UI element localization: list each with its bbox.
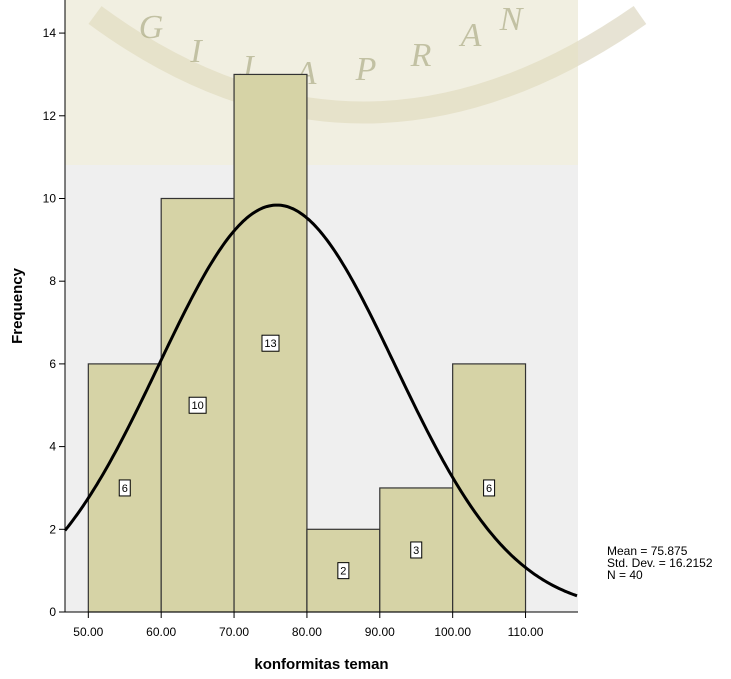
x-tick-label: 110.00	[508, 625, 544, 639]
watermark-band	[65, 0, 578, 165]
y-axis-title: Frequency	[9, 267, 26, 344]
x-tick-label: 60.00	[146, 625, 176, 639]
watermark-logo: GI J A P RA N	[65, 0, 647, 165]
axes: 0 2 4 6 8 10 12 14 50.00 60.00 70.00 80.00 90.00 100.…	[43, 0, 578, 639]
watermark-letter: N	[499, 1, 541, 38]
bar-label-box	[261, 334, 280, 352]
watermark-letter: P	[355, 51, 395, 88]
bar-label-text: 2	[340, 566, 346, 578]
watermark-letter: R	[410, 37, 450, 74]
x-tick-label: 80.00	[292, 625, 322, 639]
bar-label: 3	[410, 541, 423, 559]
normal-curve	[63, 203, 578, 598]
bar-label-box	[118, 479, 131, 497]
bar-label-text: 13	[264, 338, 276, 350]
bar-label-text: 10	[191, 400, 203, 412]
bar-label: 13	[261, 334, 280, 352]
bar-labels: 6 10 13 2 3 6	[118, 334, 496, 580]
x-tick-label: 50.00	[73, 625, 103, 639]
bar-label: 10	[188, 396, 207, 414]
bar-label-text: 6	[486, 483, 492, 495]
bar-label-box	[410, 541, 423, 559]
bar-label: 6	[118, 479, 131, 497]
x-tick-label: 90.00	[365, 625, 395, 639]
y-tick-label: 12	[43, 109, 57, 123]
y-tick-label: 4	[49, 440, 56, 454]
bar-label-text: 3	[413, 545, 419, 557]
y-tick-label: 0	[49, 605, 56, 619]
bar-label: 6	[483, 479, 496, 497]
watermark-letter: A	[459, 17, 500, 54]
y-tick-label: 2	[49, 522, 56, 536]
n-stat: N = 40	[607, 568, 643, 582]
bar-label-box	[337, 562, 350, 580]
watermark-letter: I	[189, 33, 219, 70]
summary-statistics: Mean = 75.875 Std. Dev. = 16.2152 N = 40	[607, 545, 713, 581]
y-tick-label: 8	[49, 274, 56, 288]
x-axis-title: konformitas teman	[254, 656, 388, 673]
bar-label-text: 6	[122, 483, 128, 495]
x-tick-label: 100.00	[434, 625, 471, 639]
mean-stat: Mean = 75.875	[607, 544, 688, 558]
x-tick-label: 70.00	[219, 625, 249, 639]
bar-label-box	[483, 479, 496, 497]
watermark-letter: G	[139, 9, 182, 46]
y-tick-label: 6	[49, 357, 56, 371]
bar-label-box	[188, 396, 207, 414]
y-tick-label: 14	[43, 26, 57, 40]
std-dev-stat: Std. Dev. = 16.2152	[607, 556, 713, 570]
bar-label: 2	[337, 562, 350, 580]
y-tick-label: 10	[43, 191, 57, 205]
watermark-arc	[88, 5, 647, 124]
